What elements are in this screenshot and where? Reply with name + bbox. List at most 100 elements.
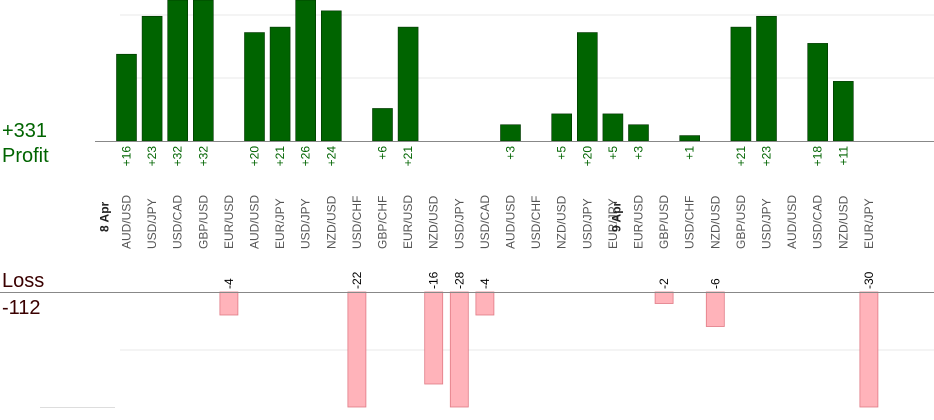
profit-bar bbox=[167, 0, 188, 142]
profit-bar bbox=[372, 108, 393, 142]
profit-bar bbox=[141, 15, 163, 142]
category-label: USD/JPY bbox=[580, 198, 594, 249]
profit-bar bbox=[628, 124, 649, 142]
loss-bar bbox=[859, 291, 879, 408]
profit-total: +331 bbox=[2, 120, 47, 142]
profit-bar bbox=[397, 26, 419, 142]
category-label: EUR/USD bbox=[632, 195, 646, 249]
category-label: NZD/USD bbox=[555, 195, 569, 249]
category-label: AUD/USD bbox=[504, 195, 518, 249]
category-label: USD/CHF bbox=[683, 196, 697, 249]
date-label: 9 Apr bbox=[610, 201, 624, 232]
profit-value-label: +20 bbox=[248, 146, 262, 167]
profit-value-label: +21 bbox=[734, 146, 748, 167]
profit-value-label: +32 bbox=[196, 146, 210, 167]
category-label: USD/JPY bbox=[145, 198, 159, 249]
category-label: EUR/JPY bbox=[862, 198, 876, 249]
profit-value-label: +24 bbox=[324, 146, 338, 167]
profit-bar bbox=[320, 10, 342, 142]
category-label: USD/CHF bbox=[529, 196, 543, 249]
category-label: USD/CAD bbox=[171, 195, 185, 249]
profit-value-label: +21 bbox=[401, 146, 415, 167]
category-label: AUD/USD bbox=[785, 195, 799, 249]
profit-bar bbox=[500, 124, 521, 142]
profit-value-label: +18 bbox=[811, 146, 825, 167]
profit-bar bbox=[756, 15, 777, 142]
loss-bar bbox=[475, 291, 495, 316]
profit-value-label: +3 bbox=[632, 146, 646, 160]
profit-bar bbox=[807, 43, 829, 142]
date-label: 8 Apr bbox=[98, 201, 112, 232]
profit-bar bbox=[602, 113, 624, 142]
category-label: NZD/USD bbox=[836, 195, 850, 249]
loss-bar bbox=[654, 291, 674, 304]
profit-value-label: +21 bbox=[273, 146, 287, 167]
category-label: USD/CAD bbox=[811, 195, 825, 249]
category-label: GBP/USD bbox=[196, 195, 210, 249]
category-label: EUR/USD bbox=[401, 195, 415, 249]
date-labels: 8 Apr 9 Apr bbox=[98, 201, 624, 232]
loss-value-label: -4 bbox=[222, 278, 236, 289]
loss-value-label: -22 bbox=[350, 271, 364, 289]
loss-bar bbox=[219, 291, 239, 316]
profit-bar bbox=[295, 0, 317, 142]
category-label: AUD/USD bbox=[120, 195, 134, 249]
category-label: USD/CHF bbox=[350, 196, 364, 249]
profit-value-label: +23 bbox=[145, 146, 159, 167]
axis-layer bbox=[0, 141, 934, 408]
category-label: NZD/USD bbox=[708, 195, 722, 249]
category-label: USD/JPY bbox=[299, 198, 313, 249]
loss-value-label: -16 bbox=[427, 271, 441, 289]
loss-bar bbox=[347, 291, 367, 408]
profit-label: Profit bbox=[2, 145, 49, 167]
profit-bar bbox=[730, 26, 752, 142]
category-label: EUR/JPY bbox=[606, 198, 620, 249]
profit-bar bbox=[244, 32, 265, 142]
profit-value-label: +23 bbox=[760, 146, 774, 167]
loss-bar bbox=[705, 291, 725, 327]
category-label: GBP/USD bbox=[734, 195, 748, 249]
category-labels: AUD/USD USD/JPY USD/CAD GBP/USD EUR/USD AUD/U… bbox=[120, 195, 876, 249]
profit-value-label: +20 bbox=[580, 146, 594, 167]
profit-value-label: +5 bbox=[606, 146, 620, 160]
profit-bar bbox=[193, 0, 214, 142]
profit-value-label: +5 bbox=[555, 146, 569, 160]
profit-bars bbox=[116, 0, 854, 142]
profit-value-label: +3 bbox=[504, 146, 518, 160]
loss-value-label: -28 bbox=[452, 271, 466, 289]
category-label: AUD/USD bbox=[248, 195, 262, 249]
profit-bar bbox=[679, 135, 701, 142]
profit-bar bbox=[576, 32, 598, 142]
profit-bar bbox=[832, 81, 854, 142]
category-label: EUR/JPY bbox=[273, 198, 287, 249]
category-label: GBP/CHF bbox=[376, 196, 390, 249]
category-label: USD/JPY bbox=[760, 198, 774, 249]
category-label: GBP/USD bbox=[657, 195, 671, 249]
profit-value-label: +11 bbox=[836, 146, 850, 166]
loss-value-label: -30 bbox=[862, 271, 876, 289]
category-label: USD/CAD bbox=[478, 195, 492, 249]
profit-value-label: +16 bbox=[120, 146, 134, 167]
profit-value-labels: +16 +23 +32 +32 +20 +21 +26 +24 +6 +21 +3 +5 +20 +5 +3… bbox=[120, 146, 851, 167]
profit-value-label: +26 bbox=[299, 146, 313, 167]
category-label: USD/JPY bbox=[452, 198, 466, 249]
loss-label: Loss bbox=[2, 270, 44, 292]
loss-bar bbox=[449, 291, 469, 408]
profit-value-label: +32 bbox=[171, 146, 185, 167]
loss-total: -112 bbox=[2, 297, 41, 319]
profit-bar bbox=[116, 53, 137, 142]
loss-bar bbox=[424, 291, 444, 385]
loss-value-label: -2 bbox=[657, 278, 671, 289]
loss-value-labels: -4 -22 -16 -28 -4 -2 -6 -30 bbox=[222, 271, 876, 289]
category-label: NZD/USD bbox=[324, 195, 338, 249]
loss-value-label: -4 bbox=[478, 278, 492, 289]
profit-bar bbox=[551, 113, 573, 142]
profit-value-label: +1 bbox=[683, 146, 697, 160]
category-label: EUR/USD bbox=[222, 195, 236, 249]
profit-value-label: +6 bbox=[376, 146, 390, 160]
category-label: NZD/USD bbox=[427, 195, 441, 249]
loss-bars bbox=[219, 291, 879, 408]
profit-bar bbox=[269, 26, 291, 142]
loss-value-label: -6 bbox=[708, 278, 722, 289]
